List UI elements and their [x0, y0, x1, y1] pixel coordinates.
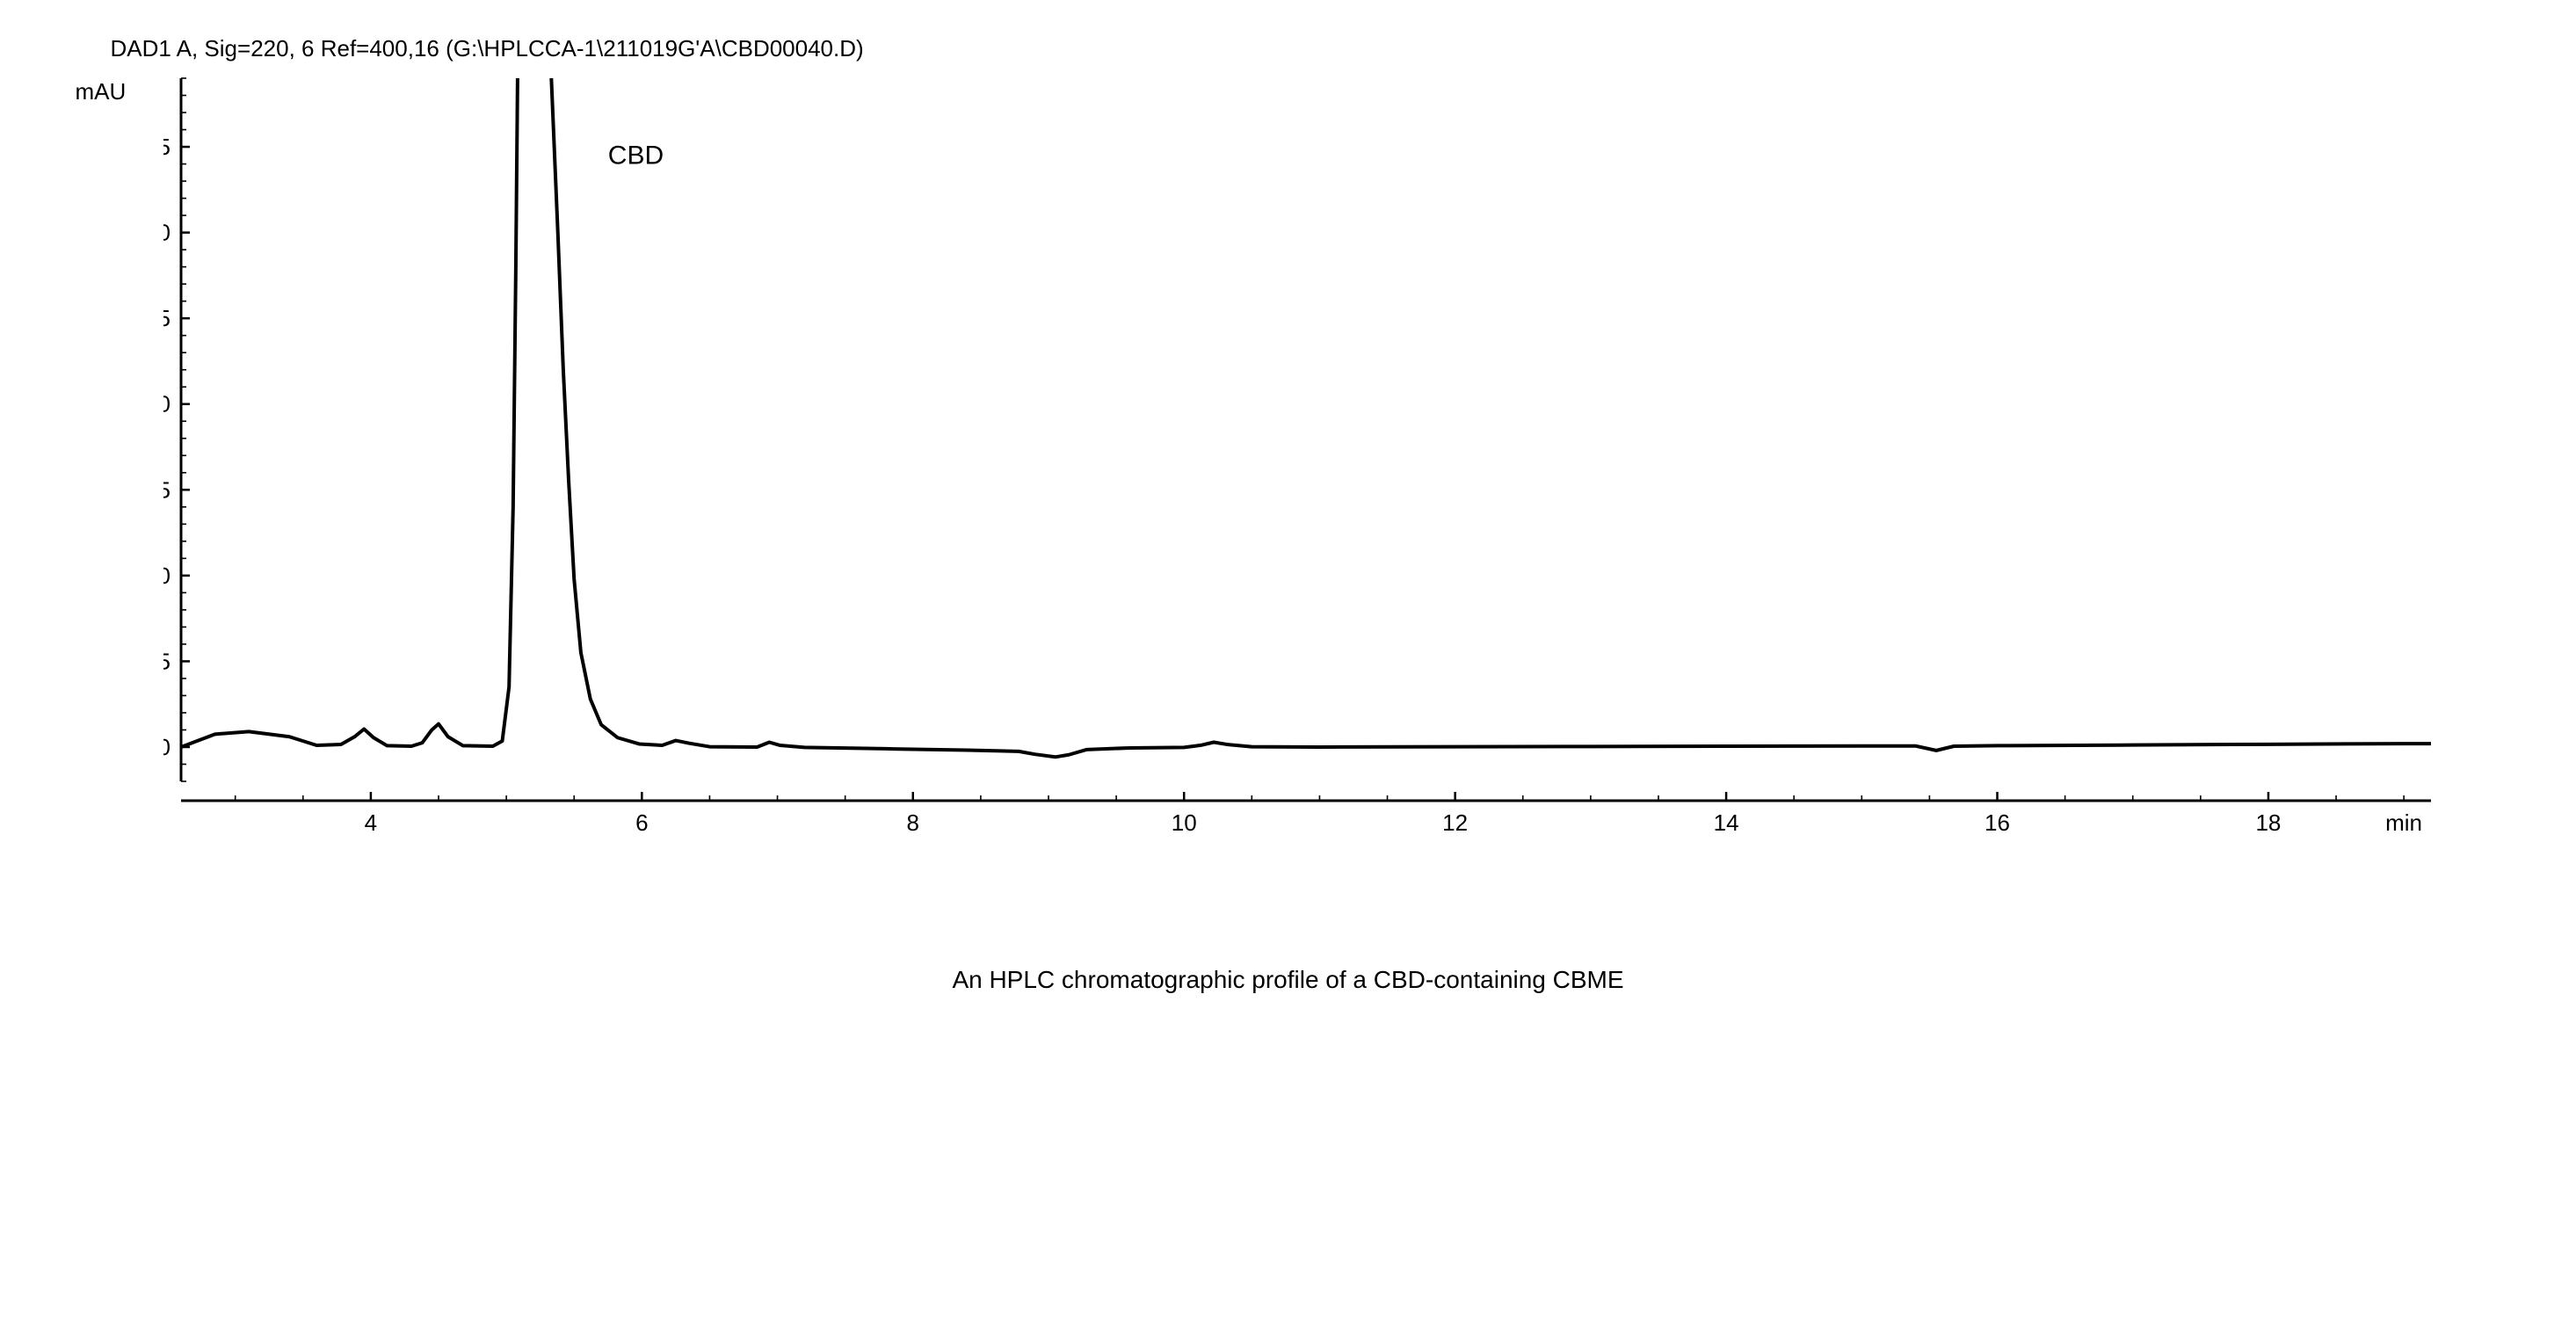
svg-text:8: 8 [906, 809, 918, 836]
svg-text:CBD: CBD [607, 142, 663, 171]
svg-text:12: 12 [1442, 809, 1468, 836]
chromatogram-chart: DAD1 A, Sig=220, 6 Ref=400,16 (G:\HPLCCA… [58, 35, 2519, 994]
svg-text:min: min [2385, 809, 2422, 836]
svg-text:10: 10 [163, 563, 171, 589]
svg-text:10: 10 [1171, 809, 1196, 836]
svg-text:30: 30 [163, 220, 171, 246]
svg-text:35: 35 [163, 134, 171, 160]
svg-text:0: 0 [163, 734, 171, 760]
svg-text:4: 4 [364, 809, 376, 836]
svg-text:18: 18 [2255, 809, 2281, 836]
y-axis-unit: mAU [76, 78, 127, 105]
plot-area: mAU 051015202530354681012141618minCBD [163, 69, 2484, 843]
svg-text:20: 20 [163, 391, 171, 417]
svg-text:15: 15 [163, 476, 171, 503]
chart-caption: An HPLC chromatographic profile of a CBD… [58, 966, 2519, 994]
chart-header: DAD1 A, Sig=220, 6 Ref=400,16 (G:\HPLCCA… [111, 35, 2519, 62]
svg-text:25: 25 [163, 305, 171, 331]
svg-text:5: 5 [163, 648, 171, 674]
chart-svg: 0 5 10 15 20 25 30 35 4 6 8 10 12 14 16 18 min CBD [163, 69, 2449, 843]
svg-text:6: 6 [635, 809, 648, 836]
svg-text:16: 16 [1985, 809, 2010, 836]
svg-text:14: 14 [1713, 809, 1738, 836]
